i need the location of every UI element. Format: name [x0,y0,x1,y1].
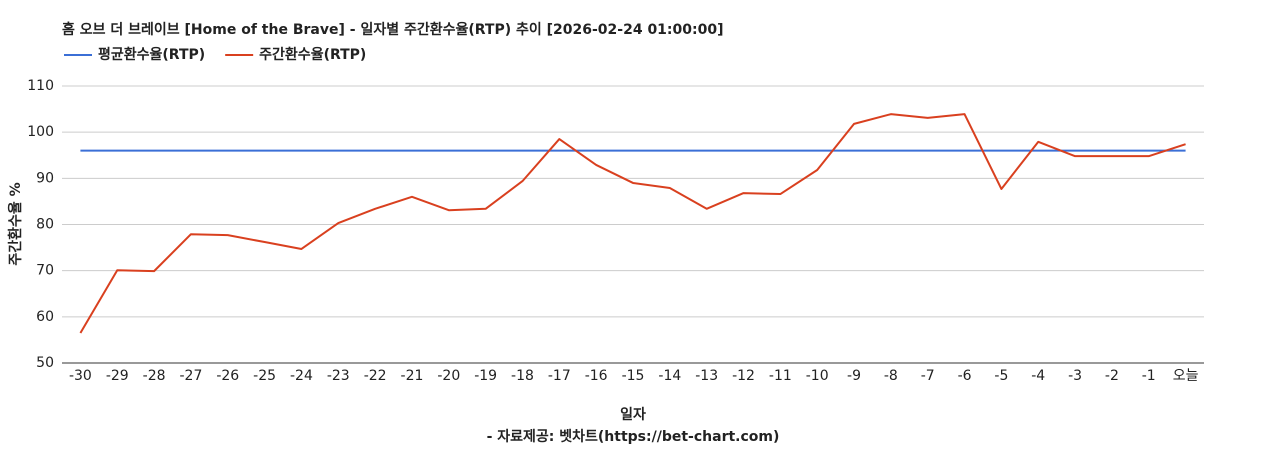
y-tick-label: 60 [36,309,54,325]
y-axis-label: 주간환수율 % [7,182,24,265]
x-tick-label: -21 [401,368,424,384]
x-tick-label: -19 [474,368,497,384]
x-tick-label: -5 [994,368,1008,384]
x-tick-label: -12 [732,368,755,384]
x-tick-label: -8 [884,368,898,384]
x-axis-label: 일자 [620,407,646,423]
x-tick-label: -3 [1068,368,1082,384]
y-tick-label: 100 [27,124,54,140]
y-tick-label: 70 [36,263,54,279]
x-tick-label: -9 [847,368,861,384]
x-tick-label: -4 [1031,368,1045,384]
x-tick-label: -27 [179,368,202,384]
footer: - 자료제공: 벳차트(https://bet-chart.com) [487,428,780,445]
y-tick-label: 110 [27,78,54,94]
x-tick-label: -6 [958,368,972,384]
x-tick-label: -14 [658,368,681,384]
x-tick-label: -1 [1142,368,1156,384]
x-tick-label: -18 [511,368,534,384]
x-tick-label: -22 [364,368,387,384]
x-tick-label: -10 [806,368,829,384]
legend-label: 주간환수율(RTP) [259,46,366,63]
x-tick-label: -13 [695,368,718,384]
x-tick-label: -2 [1105,368,1119,384]
y-tick-label: 80 [36,217,54,233]
x-tick-label: -30 [69,368,92,384]
x-tick-label: -20 [437,368,460,384]
x-tick-label: -25 [253,368,276,384]
x-tick-label: -24 [290,368,313,384]
series-line [79,113,1186,334]
x-tick-label: -29 [106,368,129,384]
x-tick-label: -16 [585,368,608,384]
x-tick-label: -17 [548,368,571,384]
y-tick-label: 50 [36,355,54,371]
x-tick-label: -28 [143,368,166,384]
x-tick-label: -26 [216,368,239,384]
chart-title: 홈 오브 더 브레이브 [Home of the Brave] - 일자별 주간… [62,21,724,38]
x-tick-label: -15 [622,368,645,384]
legend-label: 평균환수율(RTP) [98,46,205,63]
x-tick-label: 오늘 [1173,368,1199,384]
y-tick-label: 90 [36,170,54,186]
x-tick-label: -7 [921,368,935,384]
x-tick-label: -23 [327,368,350,384]
x-tick-label: -11 [769,368,792,384]
